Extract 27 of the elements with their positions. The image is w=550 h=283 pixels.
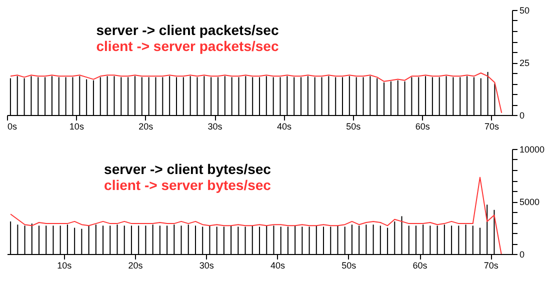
x-tick-label: 30s	[208, 122, 223, 132]
series-label: client -> server packets/sec	[96, 38, 279, 54]
x-tick-label: 0s	[8, 122, 18, 132]
x-tick-label: 40s	[276, 122, 292, 132]
x-tick-label: 50s	[346, 122, 362, 132]
x-tick-label: 30s	[199, 260, 214, 270]
y-tick-label: 50	[520, 6, 530, 16]
x-tick-label: 40s	[270, 260, 286, 270]
x-tick-label: 20s	[138, 122, 154, 132]
y-tick-label: 5000	[520, 197, 540, 207]
y-tick-label: 0	[520, 250, 525, 260]
x-tick-label: 10s	[69, 122, 84, 132]
x-tick-label: 50s	[342, 260, 357, 270]
line-series	[10, 72, 502, 114]
text: server -> client bytes/sec	[104, 161, 272, 177]
x-tick-label: 60s	[412, 260, 428, 270]
y-tick-label: 25	[520, 58, 530, 68]
y-tick-label: 10000	[520, 144, 545, 154]
x-tick-label: 20s	[128, 260, 144, 270]
x-tick-label: 10s	[57, 260, 72, 270]
text: server -> client packets/sec	[96, 22, 279, 38]
x-tick-label: 60s	[415, 122, 430, 132]
line-series	[10, 176, 502, 254]
x-tick-label: 70s	[484, 260, 499, 270]
x-tick-label: 70s	[484, 122, 500, 132]
y-tick-label: 0	[520, 110, 525, 120]
text: client -> server bytes/sec	[104, 177, 272, 193]
